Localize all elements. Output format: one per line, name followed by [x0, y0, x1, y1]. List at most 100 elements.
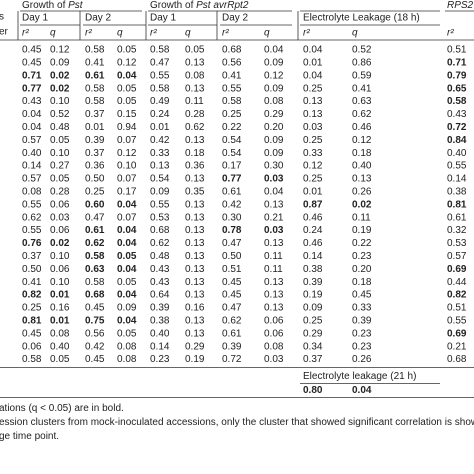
cell: 0.25 [303, 135, 323, 146]
cell: 0.04 [264, 45, 284, 56]
cell: 0.94 [117, 122, 137, 133]
cell: 0.02 [50, 83, 70, 94]
cell: 0.20 [264, 122, 284, 133]
cell: 0.48 [150, 251, 170, 262]
cell: 0.55 [222, 83, 242, 94]
cell: 0.14 [22, 161, 42, 172]
cell: 0.53 [447, 238, 467, 249]
cell: 0.48 [50, 122, 70, 133]
cell: 0.02 [352, 199, 372, 210]
cell: 0.77 [22, 83, 42, 94]
cell: 0.09 [150, 187, 170, 198]
cell: 0.69 [447, 328, 467, 339]
cell: 0.46 [303, 238, 323, 249]
cell: 0.23 [352, 328, 372, 339]
cell: 0.03 [303, 122, 323, 133]
cell: 0.45 [222, 277, 242, 288]
cell: 0.45 [352, 290, 372, 301]
cell: 0.01 [50, 316, 70, 327]
cell: 0.05 [50, 135, 70, 146]
cell: 0.43 [150, 264, 170, 275]
stat-header: q [352, 28, 358, 39]
cell: 0.51 [447, 303, 467, 314]
cell: 0.62 [85, 238, 105, 249]
group-header: Growth of Pst [22, 0, 84, 11]
cell: 0.55 [22, 225, 42, 236]
cell: 0.12 [303, 161, 323, 172]
group-header-text: Growth of [22, 0, 66, 11]
cell: 0.04 [117, 290, 137, 301]
cell: 0.68 [222, 45, 242, 56]
cell: 0.09 [264, 83, 284, 94]
cell: 0.37 [85, 109, 105, 120]
cell: 0.43 [22, 96, 42, 107]
cell: 0.16 [50, 303, 70, 314]
cell: 0.63 [85, 264, 105, 275]
cell: 0.59 [352, 70, 372, 81]
cell: 0.39 [222, 341, 242, 352]
cell: 0.55 [150, 199, 170, 210]
cell: 0.55 [22, 199, 42, 210]
cell: 0.12 [264, 70, 284, 81]
cell: 0.07 [117, 174, 137, 185]
cell: 0.54 [150, 174, 170, 185]
cell: 0.22 [352, 238, 372, 249]
cell: 0.09 [117, 303, 137, 314]
cell: 0.61 [447, 212, 467, 223]
cell: 0.47 [150, 58, 170, 69]
cell: 0.54 [222, 135, 242, 146]
cell: 0.60 [85, 199, 105, 210]
cell: 0.13 [185, 277, 205, 288]
cell: 0.04 [264, 187, 284, 198]
cell: 0.72 [222, 354, 242, 365]
cell: 0.87 [303, 199, 323, 210]
cell: 0.04 [22, 122, 42, 133]
cell: 0.24 [150, 109, 170, 120]
cell: 0.58 [85, 251, 105, 262]
cell: 0.01 [50, 290, 70, 301]
stat-header: r² [150, 28, 157, 39]
group-header: Growth of Pst avrRpt2 [150, 0, 249, 11]
cell: 0.10 [117, 161, 137, 172]
cell: 0.40 [150, 328, 170, 339]
cell: 0.30 [264, 161, 284, 172]
cell: 0.06 [22, 341, 42, 352]
group-header-italic: Pst [68, 0, 84, 11]
cell: 0.28 [185, 109, 205, 120]
cell: 0.02 [50, 238, 70, 249]
cell: 0.57 [22, 135, 42, 146]
cell: 0.13 [185, 58, 205, 69]
subheader: Day 2 [222, 13, 249, 24]
stat-header: r² [447, 28, 454, 39]
stat-header: q [117, 28, 123, 39]
cell: 0.58 [150, 83, 170, 94]
cell: 0.14 [150, 341, 170, 352]
cell: 0.82 [447, 290, 467, 301]
cell: 0.42 [85, 341, 105, 352]
cell: 0.81 [22, 316, 42, 327]
cell: 0.56 [222, 58, 242, 69]
cell: 0.37 [303, 354, 323, 365]
cell: 0.50 [22, 264, 42, 275]
cell: 0.04 [117, 264, 137, 275]
cell: 0.13 [185, 328, 205, 339]
cell: 0.02 [50, 70, 70, 81]
cell: 0.11 [264, 264, 283, 275]
cell: 0.04 [352, 385, 372, 396]
cell: 0.01 [303, 58, 323, 69]
cell: 0.51 [447, 45, 467, 56]
cell: 0.13 [185, 135, 205, 146]
cell: 0.10 [50, 277, 70, 288]
cell: 0.57 [447, 251, 467, 262]
cell: 0.08 [185, 70, 205, 81]
cell: 0.62 [352, 109, 372, 120]
cell: 0.50 [85, 174, 105, 185]
cell: 0.41 [352, 83, 372, 94]
cell: 0.12 [50, 45, 70, 56]
cell: 0.08 [264, 96, 284, 107]
cell: 0.38 [150, 316, 170, 327]
cell: 0.62 [150, 238, 170, 249]
cut-label: s [0, 12, 4, 23]
cell: 0.08 [22, 187, 42, 198]
cell: 0.76 [22, 238, 42, 249]
